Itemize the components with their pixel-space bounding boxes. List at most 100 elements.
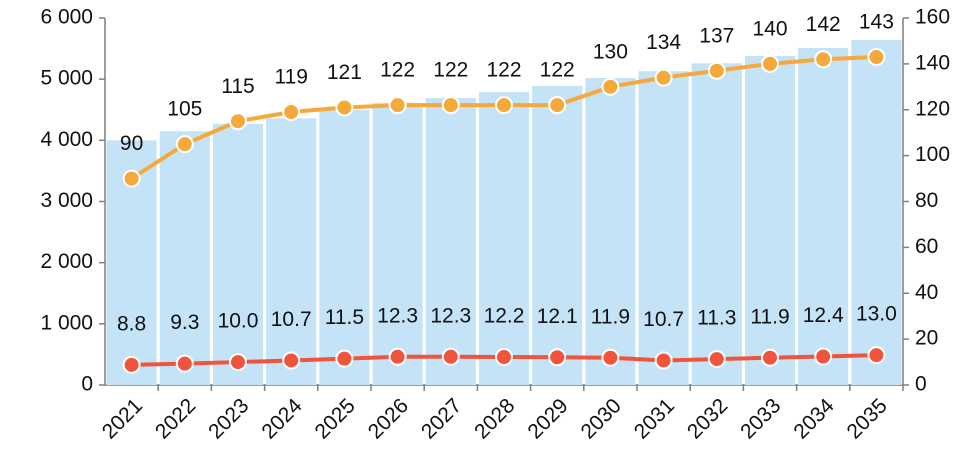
- y2-tick-label: 140: [915, 51, 950, 74]
- y2-tick-label: 100: [915, 143, 950, 166]
- y-tick-label: 1 000: [40, 311, 93, 334]
- marker: [654, 68, 673, 87]
- marker: [388, 347, 407, 366]
- marker: [282, 351, 301, 370]
- marker: [122, 169, 141, 188]
- data-label: 12.4: [803, 304, 844, 327]
- x-tick-label: 2023: [204, 394, 253, 443]
- data-label: 119: [274, 66, 307, 89]
- marker: [761, 348, 779, 367]
- data-label: 13.0: [856, 303, 897, 326]
- marker: [707, 61, 726, 80]
- bar: [319, 109, 370, 385]
- data-label: 12.1: [537, 305, 578, 328]
- data-label: 11.5: [325, 306, 364, 329]
- y2-tick-label: 120: [915, 97, 950, 120]
- marker: [867, 346, 886, 365]
- marker: [601, 77, 620, 96]
- data-label: 10.0: [218, 310, 259, 333]
- bar: [585, 77, 636, 386]
- bar: [532, 85, 583, 386]
- data-label: 8.8: [117, 312, 146, 335]
- data-label: 11.9: [591, 305, 630, 328]
- bar: [851, 40, 902, 386]
- marker: [122, 355, 141, 374]
- y2-tick-label: 160: [915, 6, 950, 29]
- marker: [548, 96, 567, 115]
- data-label: 122: [486, 59, 521, 82]
- y2-tick-label: 60: [915, 235, 938, 258]
- data-label: 122: [433, 59, 468, 82]
- marker: [441, 347, 460, 366]
- data-label: 9.3: [170, 311, 199, 334]
- bar: [638, 71, 689, 385]
- data-label: 121: [327, 61, 362, 84]
- bar: [372, 103, 423, 385]
- bars: [106, 40, 902, 386]
- data-label: 137: [699, 24, 734, 47]
- data-label: 143: [859, 11, 894, 34]
- marker: [175, 135, 194, 154]
- data-label: 115: [221, 75, 254, 98]
- bar: [159, 131, 210, 385]
- x-tick-label: 2024: [257, 394, 307, 444]
- data-label: 122: [540, 59, 575, 82]
- x-tick-label: 2025: [311, 394, 360, 443]
- data-label: 142: [806, 13, 841, 36]
- bar: [212, 123, 264, 386]
- data-label: 10.7: [271, 308, 312, 331]
- marker: [814, 347, 833, 366]
- bar: [425, 98, 476, 386]
- data-label: 12.3: [430, 304, 471, 327]
- data-label: 90: [120, 132, 143, 155]
- x-tick-label: 2033: [736, 394, 785, 443]
- x-tick-label: 2029: [523, 394, 572, 443]
- y2-tick-label: 40: [915, 281, 938, 304]
- marker: [229, 112, 247, 131]
- marker: [335, 349, 354, 368]
- marker: [654, 351, 673, 370]
- marker: [175, 354, 194, 373]
- data-label: 11.3: [697, 307, 736, 330]
- x-tick-label: 2035: [843, 394, 892, 443]
- marker: [335, 98, 354, 117]
- marker: [707, 350, 726, 369]
- marker: [495, 348, 513, 367]
- data-label: 140: [752, 17, 787, 40]
- data-label: 130: [593, 40, 628, 63]
- y-tick-label: 3 000: [40, 189, 93, 212]
- x-tick-label: 2021: [98, 394, 147, 443]
- x-tick-label: 2022: [151, 394, 200, 443]
- marker: [229, 353, 247, 372]
- x-tick-label: 2026: [364, 394, 413, 443]
- x-tick-label: 2030: [577, 394, 626, 443]
- bar: [691, 63, 742, 385]
- marker: [601, 348, 620, 367]
- y-tick-label: 6 000: [40, 6, 93, 29]
- bar: [744, 55, 796, 385]
- marker: [388, 96, 407, 115]
- y2-tick-label: 80: [915, 189, 938, 212]
- marker: [761, 54, 779, 73]
- y-tick-label: 4 000: [40, 128, 93, 151]
- bar: [798, 47, 849, 385]
- data-label: 12.2: [484, 305, 525, 328]
- x-tick-label: 2032: [683, 394, 732, 443]
- marker: [282, 103, 301, 122]
- x-tick-label: 2027: [417, 394, 466, 443]
- marker: [867, 47, 886, 66]
- y2-tick-label: 0: [915, 373, 927, 396]
- y-tick-label: 0: [81, 373, 93, 396]
- data-label: 105: [167, 98, 202, 121]
- y-tick-label: 5 000: [40, 67, 93, 90]
- data-label: 122: [380, 59, 415, 82]
- data-label: 10.7: [643, 308, 684, 331]
- marker: [495, 96, 513, 115]
- bar: [478, 92, 530, 386]
- marker: [548, 348, 567, 367]
- data-label: 11.9: [750, 305, 789, 328]
- data-label: 12.3: [377, 304, 418, 327]
- x-tick-label: 2031: [630, 394, 679, 443]
- y-tick-label: 2 000: [40, 250, 93, 273]
